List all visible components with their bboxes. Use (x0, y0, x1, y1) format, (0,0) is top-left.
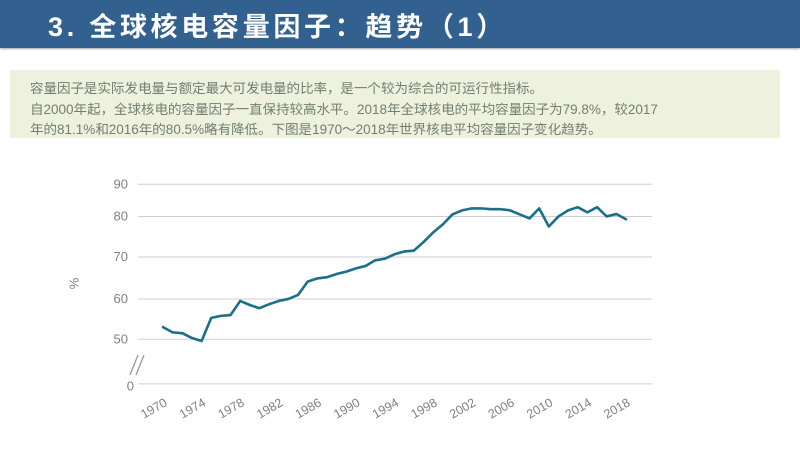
svg-text:1974: 1974 (177, 395, 208, 421)
svg-text:60: 60 (114, 291, 128, 306)
svg-text:90: 90 (114, 178, 128, 192)
svg-text:2010: 2010 (524, 395, 555, 421)
svg-text:1982: 1982 (254, 395, 285, 421)
svg-text:1990: 1990 (331, 395, 362, 421)
svg-text:2018: 2018 (601, 395, 632, 421)
svg-text:1994: 1994 (370, 395, 401, 421)
svg-text:2014: 2014 (563, 395, 594, 421)
svg-text:80: 80 (114, 209, 128, 224)
svg-text:1998: 1998 (409, 395, 440, 421)
svg-text:0: 0 (127, 379, 134, 394)
svg-text:50: 50 (114, 332, 128, 347)
svg-text:1978: 1978 (216, 395, 247, 421)
svg-text:1970: 1970 (138, 395, 169, 421)
svg-text:2006: 2006 (486, 395, 517, 421)
svg-text:2002: 2002 (447, 395, 478, 421)
svg-text:70: 70 (114, 249, 128, 264)
svg-text:1986: 1986 (293, 395, 324, 421)
